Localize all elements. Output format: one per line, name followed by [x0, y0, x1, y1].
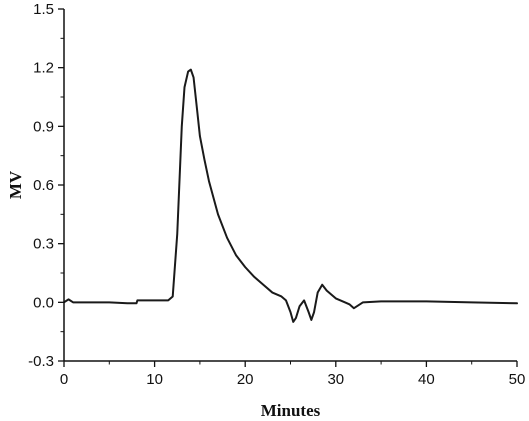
x-ticks: 0 10 20 30 40 50	[60, 361, 526, 388]
x-tick-label: 10	[146, 371, 163, 388]
y-axis-title: MV	[6, 170, 25, 199]
y-tick-label: -0.3	[28, 353, 54, 370]
x-axis-title: Minutes	[261, 401, 321, 420]
y-ticks: -0.3 0.0 0.3 0.6 0.9 1.2 1.5	[28, 1, 64, 370]
x-tick-label: 20	[237, 371, 254, 388]
y-tick-label: 1.2	[33, 60, 54, 77]
y-tick-label: 0.0	[33, 294, 54, 311]
y-tick-label: 0.9	[33, 118, 54, 135]
x-tick-label: 30	[327, 371, 344, 388]
y-tick-label: 0.6	[33, 177, 54, 194]
x-tick-label: 50	[509, 371, 526, 388]
x-tick-label: 40	[418, 371, 435, 388]
y-tick-label: 1.5	[33, 1, 54, 18]
x-tick-label: 0	[60, 371, 68, 388]
series-line	[63, 68, 518, 323]
y-tick-label: 0.3	[33, 236, 54, 253]
plot-area	[63, 68, 518, 323]
